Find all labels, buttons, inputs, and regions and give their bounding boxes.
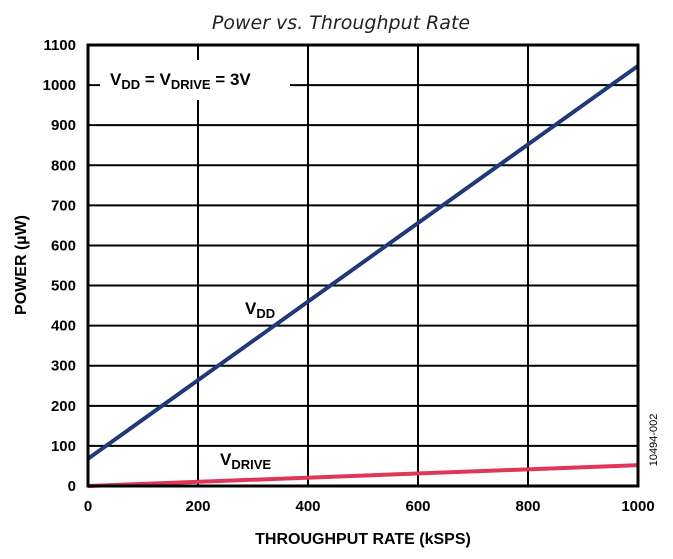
x-tick-label: 600	[405, 498, 430, 515]
y-tick-label: 0	[68, 478, 76, 495]
x-tick-label: 800	[515, 498, 540, 515]
y-tick-label: 1100	[43, 37, 76, 54]
annotation-box	[100, 60, 290, 100]
plot-frame	[86, 43, 640, 488]
y-tick-label: 1000	[43, 77, 76, 94]
y-tick-label: 300	[51, 358, 76, 375]
y-tick-label: 600	[51, 237, 76, 254]
series-label-vdrive: VDRIVE	[220, 450, 271, 472]
chart-title: Power vs. Throughput Rate	[212, 12, 470, 34]
series-line-vdd	[86, 64, 640, 461]
x-tick-label: 200	[185, 498, 210, 515]
x-tick-label: 0	[84, 498, 92, 515]
y-tick-label: 900	[51, 117, 76, 134]
y-tick-label: 100	[51, 438, 76, 455]
y-axis-label: POWER (µW)	[13, 215, 30, 315]
x-tick-label: 400	[295, 498, 320, 515]
y-tick-label: 200	[51, 398, 76, 415]
figure-code: 10494-002	[648, 414, 660, 467]
y-tick-label: 700	[51, 197, 76, 214]
grid	[87, 44, 639, 487]
y-tick-label: 400	[51, 318, 76, 335]
x-axis-label: THROUGHPUT RATE (kSPS)	[255, 531, 471, 548]
supply-annotation: VDD = VDRIVE = 3V	[110, 70, 251, 92]
y-tick-label: 800	[51, 157, 76, 174]
series-group	[86, 64, 640, 488]
y-tick-label: 500	[51, 278, 76, 295]
series-line-vdrive	[87, 463, 639, 488]
x-tick-label: 1000	[621, 498, 654, 515]
series-label-vdd: VDD	[245, 299, 275, 321]
